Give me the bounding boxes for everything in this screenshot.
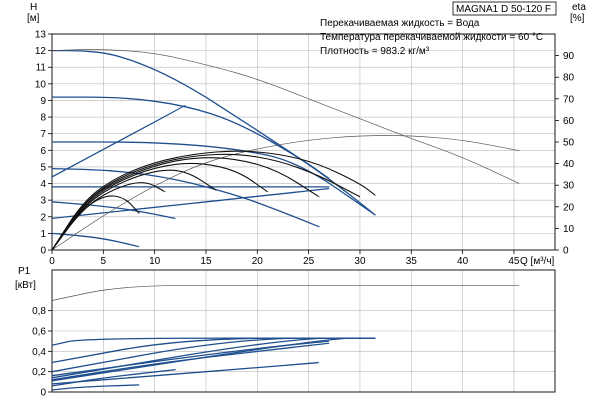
y-axis-label: P1 [18, 266, 31, 277]
head-series-5 [51, 201, 176, 220]
y-axis-label: H [30, 2, 37, 13]
y-tick-label: 0,8 [32, 306, 46, 317]
power-series-0 [51, 284, 520, 301]
y-tick-label: 0,6 [32, 327, 46, 338]
y2-tick-label: 80 [563, 73, 575, 84]
y2-tick-label: 60 [563, 116, 575, 127]
chart-overlay: MAGNA1 D 50-120 F Перекачиваемая жидкост… [320, 1, 557, 57]
y-tick-label: 0 [40, 388, 46, 399]
power-series-6 [51, 342, 330, 381]
y-tick-label: 9 [40, 96, 46, 107]
power-series-10 [51, 340, 330, 377]
y-tick-label: 6 [40, 146, 46, 157]
y2-tick-label: 0 [563, 246, 569, 257]
power-series-8 [51, 368, 176, 387]
y-tick-label: 10 [35, 79, 47, 90]
y-tick-label: 5 [40, 162, 46, 173]
y-tick-label: 1 [40, 229, 46, 240]
y2-tick-label: 10 [563, 224, 575, 235]
head-series-15 [51, 182, 166, 251]
head-series-2 [52, 141, 376, 216]
x-tick-label: 45 [508, 256, 520, 267]
head-series-11 [51, 150, 376, 251]
y2-tick-label: 70 [563, 94, 575, 105]
y2-axis-label: eta [572, 2, 586, 13]
x-tick-label: 30 [354, 256, 366, 267]
y-tick-label: 11 [36, 63, 47, 74]
x-tick-label: 40 [457, 256, 469, 267]
y-tick-label: 0 [40, 246, 46, 257]
y-tick-label: 13 [35, 30, 47, 41]
power-panel: 0 0,2 0,4 0,6 0,8 P1 [кВт] [15, 266, 556, 399]
y2-tick-label: 50 [563, 138, 575, 149]
info-line-fluid: Перекачиваемая жидкость = Вода [320, 18, 480, 29]
y-tick-label: 8 [40, 113, 46, 124]
y-tick-label: 7 [40, 129, 46, 140]
y-axis-unit: [кВт] [15, 280, 36, 291]
head-series-8 [51, 187, 330, 220]
y-tick-label: 3 [40, 196, 46, 207]
x-tick-label: 15 [200, 256, 212, 267]
y2-tick-label: 20 [563, 202, 575, 213]
head-series-17 [51, 153, 361, 251]
title-box [452, 1, 557, 16]
power-series-9 [51, 384, 140, 391]
y-tick-label: 4 [40, 179, 46, 190]
x-tick-label: 20 [252, 256, 264, 267]
y-tick-label: 0,2 [32, 367, 46, 378]
y2-tick-label: 30 [563, 181, 575, 192]
info-line-density: Плотность = 983.2 кг/м³ [320, 46, 430, 57]
y-tick-label: 12 [35, 46, 47, 57]
y2-tick-label: 40 [563, 159, 575, 170]
x-tick-label: 25 [303, 256, 315, 267]
y2-axis-unit: [%] [570, 13, 585, 24]
y2-tick-label: 90 [563, 51, 575, 62]
x-tick-label: 0 [49, 256, 55, 267]
y-tick-label: 2 [40, 212, 46, 223]
head-series-9 [51, 49, 520, 184]
y-tick-label: 0,4 [32, 347, 46, 358]
y-axis-unit: [м] [27, 13, 40, 24]
x-tick-label: 35 [406, 256, 418, 267]
chart-title: MAGNA1 D 50-120 F [456, 4, 551, 15]
head-series-6 [51, 232, 140, 248]
head-series-10 [51, 135, 520, 251]
head-series-1 [52, 96, 330, 180]
x-tick-label: 10 [149, 256, 161, 267]
x-axis-label: Q [м³/ч] [520, 256, 555, 267]
x-tick-label: 5 [101, 256, 107, 267]
info-line-temperature: Температура перекачиваемой жидкости = 60… [320, 32, 543, 43]
head-series-7 [51, 104, 187, 178]
